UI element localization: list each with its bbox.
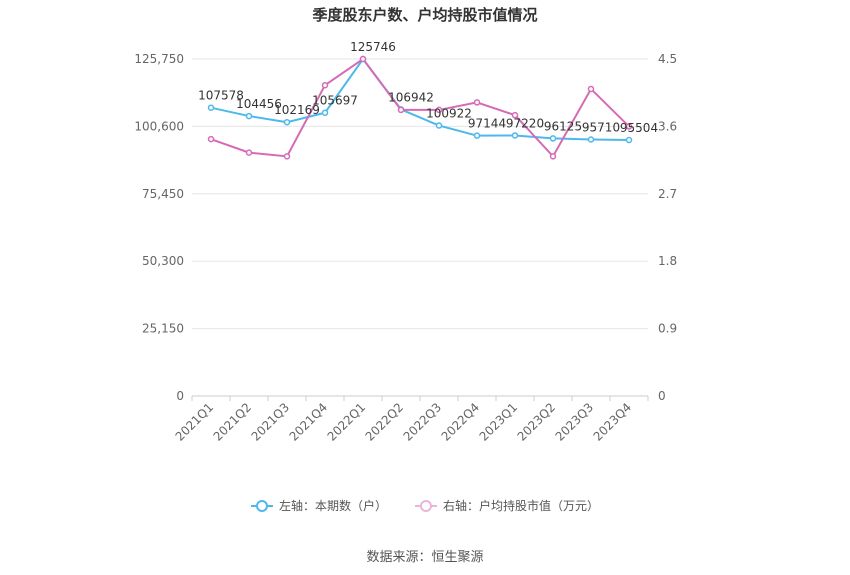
right-axis-tick-label: 2.7: [658, 187, 677, 201]
data-point: [207, 104, 215, 111]
data-label: 102169: [274, 103, 320, 117]
data-point: [625, 136, 633, 144]
x-axis-tick-label: 2023Q4: [591, 400, 635, 444]
data-point: [473, 99, 481, 106]
right-axis-tick-label: 0: [658, 389, 666, 403]
data-label: 97144: [468, 117, 506, 131]
x-axis-tick-label: 2022Q3: [401, 400, 445, 444]
data-point: [321, 81, 329, 89]
data-point: [587, 136, 595, 143]
data-point: [245, 149, 253, 156]
data-label: 125746: [350, 40, 396, 54]
line-marker-icon: [250, 499, 273, 512]
data-point: [359, 55, 367, 63]
data-point: [245, 112, 253, 120]
data-point: [321, 109, 329, 116]
data-point: [587, 85, 595, 93]
data-label: 104456: [236, 97, 282, 111]
legend-label-households: 左轴：本期数（户）: [278, 499, 387, 513]
line-marker-icon: [415, 499, 437, 512]
series-line-1: [210, 57, 630, 142]
data-label: 107578: [198, 89, 244, 103]
left-axis-tick-label: 25,150: [142, 322, 184, 336]
x-axis-tick-label: 2022Q1: [325, 400, 369, 444]
data-point: [283, 153, 291, 160]
right-axis-tick-label: 1.8: [658, 254, 677, 268]
series-line-2: [210, 57, 630, 159]
left-axis-tick-label: 75,450: [142, 187, 184, 201]
data-point: [435, 106, 443, 114]
left-axis-tick-label: 100,600: [134, 119, 184, 133]
data-label: 106942: [388, 90, 434, 104]
data-source: 数据来源：恒生聚源: [366, 550, 484, 565]
data-point: [473, 132, 481, 139]
data-label: 95504: [620, 121, 658, 135]
data-label: 105697: [312, 94, 358, 108]
data-point: [397, 106, 405, 114]
data-label: 95710: [582, 121, 620, 135]
right-axis-tick-label: 3.6: [658, 119, 677, 133]
x-axis-tick-label: 2023Q3: [553, 400, 597, 444]
data-point: [511, 111, 519, 119]
legend-item-households[interactable]: 左轴：本期数（户）: [250, 497, 387, 514]
chart-title: 季度股东户数、户均持股市值情况: [312, 6, 538, 24]
legend-item-avg-value[interactable]: 右轴：户均持股市值（万元）: [415, 497, 599, 514]
right-axis-tick-label: 0.9: [658, 322, 677, 336]
data-point: [283, 118, 291, 126]
data-point: [511, 132, 519, 139]
data-label: 96125: [544, 119, 582, 133]
x-axis-tick-label: 2021Q3: [249, 400, 293, 444]
x-axis-tick-label: 2023Q1: [477, 400, 521, 444]
data-point: [549, 153, 557, 160]
data-point: [549, 135, 557, 142]
x-axis-tick-label: 2021Q2: [211, 400, 255, 444]
left-axis-tick-label: 0: [176, 389, 184, 403]
data-label: 97220: [506, 116, 544, 130]
legend-label-avg-value: 右轴：户均持股市值（万元）: [443, 499, 600, 513]
right-axis-tick-label: 4.5: [658, 52, 677, 66]
x-axis-tick-label: 2022Q2: [363, 400, 407, 444]
left-axis-tick-label: 50,300: [142, 254, 184, 268]
data-label: 100922: [426, 107, 472, 121]
x-axis-tick-label: 2021Q4: [287, 400, 331, 444]
data-point: [435, 122, 443, 129]
x-axis-tick-label: 2022Q4: [439, 400, 483, 444]
data-point: [207, 135, 215, 143]
x-axis-tick-label: 2023Q2: [515, 400, 559, 444]
left-axis-tick-label: 125,750: [134, 52, 184, 66]
legend: 左轴：本期数（户） 右轴：户均持股市值（万元）: [0, 497, 850, 514]
x-axis-tick-label: 2021Q1: [173, 400, 217, 444]
data-point: [625, 123, 633, 130]
